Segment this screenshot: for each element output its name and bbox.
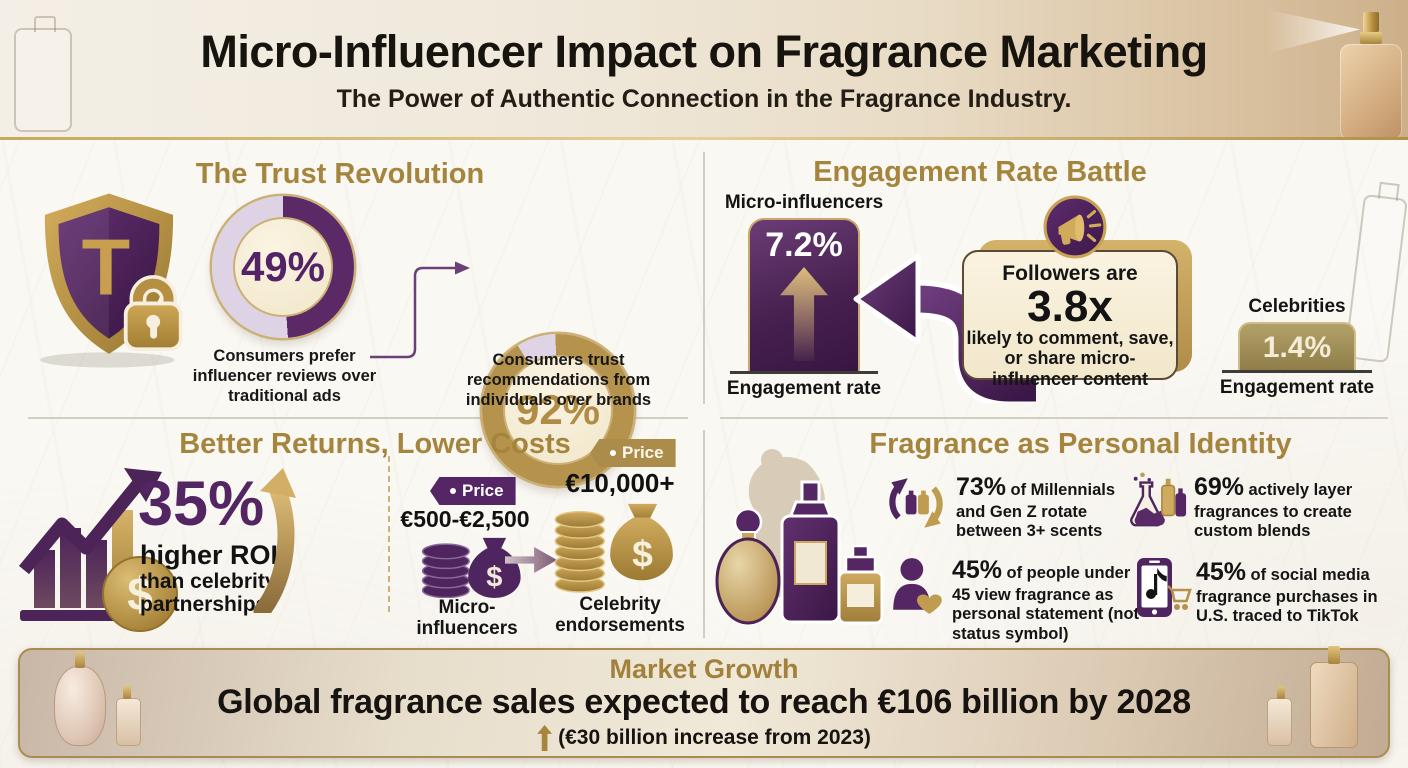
roi-bold-text: higher ROI [140, 540, 279, 570]
micro-influencers-label: Micro-influencers [724, 192, 884, 213]
trust-shield-lock-icon: T [40, 193, 183, 368]
micro-axis-line [730, 371, 878, 374]
price-tag-gold-label: Price [622, 443, 664, 462]
footer-bottle-tall-cap-right [1328, 646, 1340, 664]
price-tag-purple-label: Price [462, 481, 504, 500]
celebrity-engagement-bar: 1.4% [1238, 322, 1356, 371]
megaphone-badge [1042, 194, 1108, 260]
market-growth-banner: Market Growth Global fragrance sales exp… [18, 646, 1390, 758]
divider-horizontal-left [28, 417, 688, 419]
trust-section-title: The Trust Revolution [195, 158, 485, 190]
footer-bottle-small-cap-right [1277, 686, 1285, 699]
footer-title: Market Growth [609, 654, 799, 684]
footer-bottle-small-cap-left [123, 686, 131, 699]
divider-horizontal-right [720, 417, 1388, 419]
footer-bottle-cap-left [75, 652, 85, 668]
page-subtitle: The Power of Authentic Connection in the… [336, 85, 1072, 113]
returns-section-title: Better Returns, Lower Costs [179, 428, 571, 460]
celebrity-axis-line [1222, 370, 1372, 373]
callout-intro: Followers are [1002, 262, 1138, 285]
svg-text:T: T [82, 222, 131, 311]
identity-stat-1-value: 73% [956, 473, 1007, 501]
celebrity-axis-label: Engagement rate [1219, 377, 1375, 398]
identity-stat-4: 45% of social media fragrance purchases … [1196, 558, 1404, 627]
identity-stat-1: 73% of Millennials and Gen Z rotate betw… [956, 473, 1144, 542]
identity-section-title: Fragrance as Personal Identity [869, 428, 1292, 460]
perfume-bottle-sketch-left [14, 16, 72, 132]
growth-up-arrow-icon [537, 725, 553, 751]
page-title: Micro-Influencer Impact on Fragrance Mar… [200, 26, 1208, 77]
donut-92-caption: Consumers trust recommendations from ind… [465, 351, 652, 410]
donut-chart-49: 49% [212, 196, 354, 338]
footer-note-row: (€30 billion increase from 2023) [20, 725, 1388, 751]
micro-money-icon: $ [421, 537, 521, 598]
footer-headline: Global fragrance sales expected to reach… [217, 683, 1191, 721]
identity-stat-2: 69% actively layer fragrances to create … [1194, 473, 1406, 542]
roi-up-arrow-icon [253, 468, 296, 613]
micro-axis-label: Engagement rate [726, 378, 882, 399]
micro-money-label: Micro-influencers [416, 597, 518, 639]
donut-49-caption: Consumers prefer influencer reviews over… [192, 347, 377, 406]
svg-text:$: $ [127, 568, 153, 620]
identity-stat-2-value: 69% [1194, 473, 1245, 501]
footer-note: (€30 billion increase from 2023) [558, 726, 871, 749]
celeb-money-label: Celebrity endorsements [555, 594, 685, 636]
identity-stat-3: 45% of people under 45 view fragrance as… [952, 556, 1152, 645]
svg-text:$: $ [486, 561, 502, 593]
dashed-divider [388, 456, 390, 612]
identity-stat-3-value: 45% [952, 556, 1003, 584]
identity-stat-1-text: of Millennials and Gen Z rotate between … [956, 481, 1116, 541]
up-arrow-icon [780, 267, 828, 361]
tiktok-phone-icon [1137, 558, 1192, 617]
person-heart-icon [893, 558, 942, 614]
perfume-bottle-photo-right [1340, 44, 1402, 140]
roi-value: 35% [138, 469, 265, 539]
divider-vertical-top [703, 152, 705, 404]
identity-stat-3-text: of people under 45 view fragrance as per… [952, 564, 1140, 644]
micro-engagement-value: 7.2% [765, 226, 843, 264]
celeb-price: €10,000+ [565, 468, 675, 498]
micro-price: €500-€2,500 [400, 506, 530, 532]
roi-text: than celebrity partnerships [140, 570, 277, 617]
identity-stat-2-text: actively layer fragrances to create cust… [1194, 481, 1353, 541]
celebrities-label: Celebrities [1248, 296, 1346, 317]
footer-bottle-tall-right [1310, 662, 1358, 748]
perfume-spray-nozzle [1363, 12, 1379, 32]
donut-49-value: 49% [240, 243, 326, 290]
identity-stat-4-value: 45% [1196, 558, 1247, 586]
flow-connector-arrow [370, 261, 470, 359]
micro-engagement-bar: 7.2% [748, 218, 860, 371]
svg-text:$: $ [632, 533, 653, 575]
callout-text: likely to comment, save, or share micro-… [966, 327, 1174, 390]
engagement-section-title: Engagement Rate Battle [813, 156, 1147, 188]
divider-vertical-bottom [703, 430, 705, 638]
megaphone-icon [1043, 195, 1107, 259]
rotate-scents-icon [889, 478, 943, 528]
growth-chart-icon: $ [18, 468, 178, 632]
callout-value: 3.8x [1027, 282, 1113, 331]
celebrity-engagement-value: 1.4% [1262, 330, 1332, 364]
woman-perfume-illustration [715, 449, 884, 625]
donut-92-value: 92% [515, 386, 601, 433]
header-banner: Micro-Influencer Impact on Fragrance Mar… [0, 0, 1408, 140]
callout-card: Followers are 3.8x likely to comment, sa… [962, 250, 1178, 389]
layering-flask-icon [1130, 472, 1187, 527]
price-tag-gold: Price [590, 439, 676, 467]
perfume-cap-ring [1360, 32, 1382, 44]
identity-stat-4-text: of social media fragrance purchases in U… [1196, 566, 1378, 626]
celeb-money-icon: $ [554, 503, 673, 593]
price-tag-purple: Price [430, 477, 516, 505]
